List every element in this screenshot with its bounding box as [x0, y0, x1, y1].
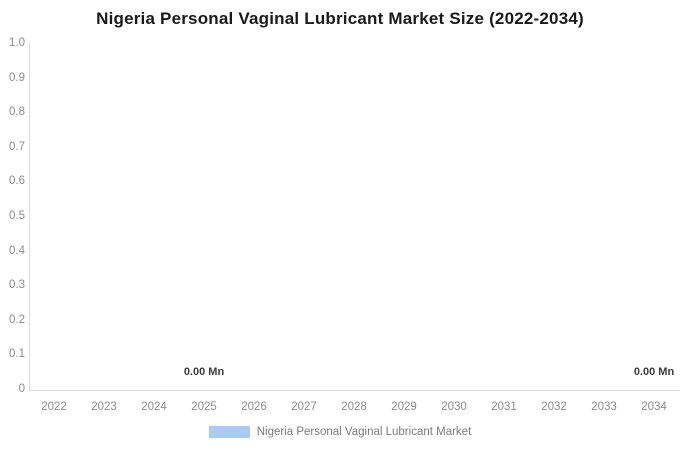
data-label: 0.00 Mn: [183, 366, 225, 378]
x-axis-tick-label: 2023: [91, 401, 117, 413]
x-axis-tick-label: 2033: [591, 401, 617, 413]
chart-title: Nigeria Personal Vaginal Lubricant Marke…: [96, 9, 584, 28]
x-axis-tick-label: 2027: [291, 401, 317, 413]
x-axis-tick-label: 2032: [541, 401, 567, 413]
y-axis-tick-label: 0.8: [9, 106, 25, 119]
legend: Nigeria Personal Vaginal Lubricant Marke…: [0, 426, 680, 438]
y-axis-tick-label: 0.5: [9, 210, 25, 222]
y-axis-tick-label: 0.4: [9, 244, 25, 257]
y-axis-tick-label: 0.1: [9, 348, 25, 361]
y-axis-tick-label: 0.9: [9, 71, 25, 84]
x-axis-line: [29, 390, 680, 391]
x-axis-tick-label: 2025: [191, 401, 217, 413]
y-axis-tick-label: 1.0: [9, 37, 25, 49]
x-axis-tick-label: 2028: [341, 401, 367, 413]
y-axis-tick-label: 0.3: [9, 279, 25, 292]
x-axis-tick-label: 2034: [641, 401, 667, 413]
data-label: 0.00 Mn: [633, 366, 675, 378]
legend-label[interactable]: Nigeria Personal Vaginal Lubricant Marke…: [256, 426, 472, 438]
y-axis-tick-label: 0.7: [9, 140, 25, 153]
x-axis-tick-label: 2024: [141, 401, 167, 413]
x-axis-tick-label: 2030: [441, 401, 467, 413]
x-axis-tick-label: 2022: [41, 401, 67, 413]
legend-swatch[interactable]: [208, 426, 250, 438]
y-axis-tick-label: 0: [18, 383, 25, 395]
x-axis-tick-label: 2026: [241, 401, 267, 413]
y-axis-line: [29, 43, 30, 390]
x-axis-tick-label: 2031: [491, 401, 517, 413]
y-axis-tick-label: 0.6: [9, 175, 25, 188]
y-axis-tick-label: 0.2: [9, 313, 25, 326]
x-axis-tick-label: 2029: [391, 401, 417, 413]
